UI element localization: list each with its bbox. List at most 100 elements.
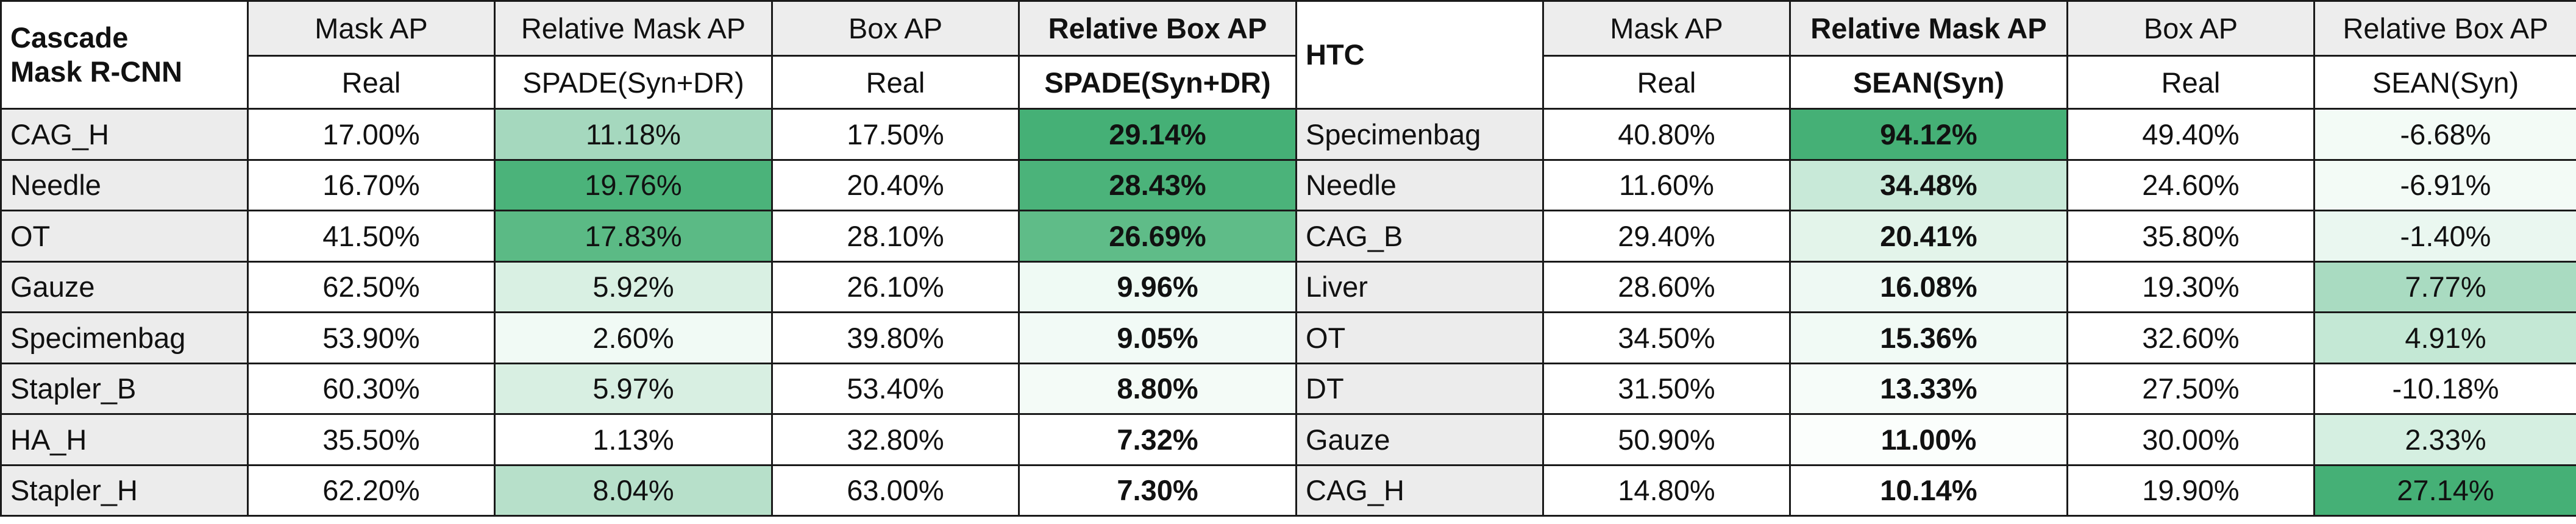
- column-subheader: Real: [247, 55, 496, 110]
- row-label: CAG_H: [0, 108, 249, 161]
- left-table-corner-title: Cascade Mask R-CNN: [0, 0, 249, 110]
- row-label: Gauze: [1295, 413, 1544, 466]
- table-cell: 11.60%: [1542, 158, 1791, 211]
- row-label: DT: [1295, 362, 1544, 415]
- table-cell: 30.00%: [2066, 413, 2315, 466]
- table-cell: 29.40%: [1542, 210, 1791, 263]
- column-subheader: SPADE(Syn+DR): [1018, 55, 1297, 110]
- row-label: Gauze: [0, 260, 249, 313]
- table-cell: 63.00%: [771, 464, 1020, 517]
- table-cell: 7.30%: [1018, 464, 1297, 517]
- row-label: CAG_H: [1295, 464, 1544, 517]
- table-cell: 35.80%: [2066, 210, 2315, 263]
- table-cell: 62.20%: [247, 464, 496, 517]
- table-cell: 4.91%: [2313, 311, 2576, 364]
- table-cell: 94.12%: [1789, 108, 2068, 161]
- table-cell: 34.48%: [1789, 158, 2068, 211]
- column-subheader: SEAN(Syn): [2313, 55, 2576, 110]
- row-label: Needle: [1295, 158, 1544, 211]
- row-label: HA_H: [0, 413, 249, 466]
- column-subheader: Real: [771, 55, 1020, 110]
- table-cell: 27.50%: [2066, 362, 2315, 415]
- table-cell: 31.50%: [1542, 362, 1791, 415]
- table-cell: 35.50%: [247, 413, 496, 466]
- table-cell: 19.76%: [494, 158, 773, 211]
- table-cell: 60.30%: [247, 362, 496, 415]
- table-cell: 14.80%: [1542, 464, 1791, 517]
- table-cell: 2.33%: [2313, 413, 2576, 466]
- table-cell: 28.60%: [1542, 260, 1791, 313]
- table-cell: 49.40%: [2066, 108, 2315, 161]
- table-cell: 19.90%: [2066, 464, 2315, 517]
- table-cell: 17.00%: [247, 108, 496, 161]
- row-label: OT: [1295, 311, 1544, 364]
- table-cell: 13.33%: [1789, 362, 2068, 415]
- table-cell: 7.77%: [2313, 260, 2576, 313]
- column-header: Box AP: [771, 0, 1020, 57]
- table-cell: 28.43%: [1018, 158, 1297, 211]
- table-cell: 7.32%: [1018, 413, 1297, 466]
- column-subheader: SPADE(Syn+DR): [494, 55, 773, 110]
- table-cell: 50.90%: [1542, 413, 1791, 466]
- table-cell: 41.50%: [247, 210, 496, 263]
- table-cell: 32.80%: [771, 413, 1020, 466]
- table-cell: 53.90%: [247, 311, 496, 364]
- table-cell: 40.80%: [1542, 108, 1791, 161]
- table-cell: 10.14%: [1789, 464, 2068, 517]
- column-header: Mask AP: [1542, 0, 1791, 57]
- row-label: Needle: [0, 158, 249, 211]
- column-header: Relative Box AP: [2313, 0, 2576, 57]
- table-cell: 8.80%: [1018, 362, 1297, 415]
- table-cell: 17.50%: [771, 108, 1020, 161]
- table-cell: 16.08%: [1789, 260, 2068, 313]
- table-cell: 15.36%: [1789, 311, 2068, 364]
- table-cell: 34.50%: [1542, 311, 1791, 364]
- table-cell: 62.50%: [247, 260, 496, 313]
- column-header: Box AP: [2066, 0, 2315, 57]
- table-cell: 5.92%: [494, 260, 773, 313]
- table-cell: 1.13%: [494, 413, 773, 466]
- table-cell: -6.68%: [2313, 108, 2576, 161]
- table-cell: 29.14%: [1018, 108, 1297, 161]
- row-label: Specimenbag: [1295, 108, 1544, 161]
- row-label: Liver: [1295, 260, 1544, 313]
- table-cell: -6.91%: [2313, 158, 2576, 211]
- column-subheader: Real: [1542, 55, 1791, 110]
- corner-title-line: Cascade: [10, 21, 129, 54]
- table-cell: 26.69%: [1018, 210, 1297, 263]
- table-cell: 5.97%: [494, 362, 773, 415]
- table-cell: 26.10%: [771, 260, 1020, 313]
- table-cell: -1.40%: [2313, 210, 2576, 263]
- table-cell: 8.04%: [494, 464, 773, 517]
- row-label: OT: [0, 210, 249, 263]
- table-cell: 20.40%: [771, 158, 1020, 211]
- column-subheader: SEAN(Syn): [1789, 55, 2068, 110]
- row-label: CAG_B: [1295, 210, 1544, 263]
- column-header: Mask AP: [247, 0, 496, 57]
- column-subheader: Real: [2066, 55, 2315, 110]
- corner-title-line: HTC: [1306, 38, 1365, 71]
- row-label: Specimenbag: [0, 311, 249, 364]
- table-cell: 11.00%: [1789, 413, 2068, 466]
- table-cell: 19.30%: [2066, 260, 2315, 313]
- table-cell: 16.70%: [247, 158, 496, 211]
- corner-title-line: Mask R-CNN: [10, 55, 183, 88]
- table-cell: 9.96%: [1018, 260, 1297, 313]
- column-header: Relative Box AP: [1018, 0, 1297, 57]
- table-cell: 28.10%: [771, 210, 1020, 263]
- table-cell: 17.83%: [494, 210, 773, 263]
- table-cell: -10.18%: [2313, 362, 2576, 415]
- table-cell: 24.60%: [2066, 158, 2315, 211]
- table-cell: 20.41%: [1789, 210, 2068, 263]
- row-label: Stapler_H: [0, 464, 249, 517]
- column-header: Relative Mask AP: [1789, 0, 2068, 57]
- table-cell: 32.60%: [2066, 311, 2315, 364]
- table-cell: 53.40%: [771, 362, 1020, 415]
- table-cell: 11.18%: [494, 108, 773, 161]
- table-cell: 9.05%: [1018, 311, 1297, 364]
- row-label: Stapler_B: [0, 362, 249, 415]
- table-cell: 39.80%: [771, 311, 1020, 364]
- right-table-corner-title: HTC: [1295, 0, 1544, 110]
- table-cell: 27.14%: [2313, 464, 2576, 517]
- column-header: Relative Mask AP: [494, 0, 773, 57]
